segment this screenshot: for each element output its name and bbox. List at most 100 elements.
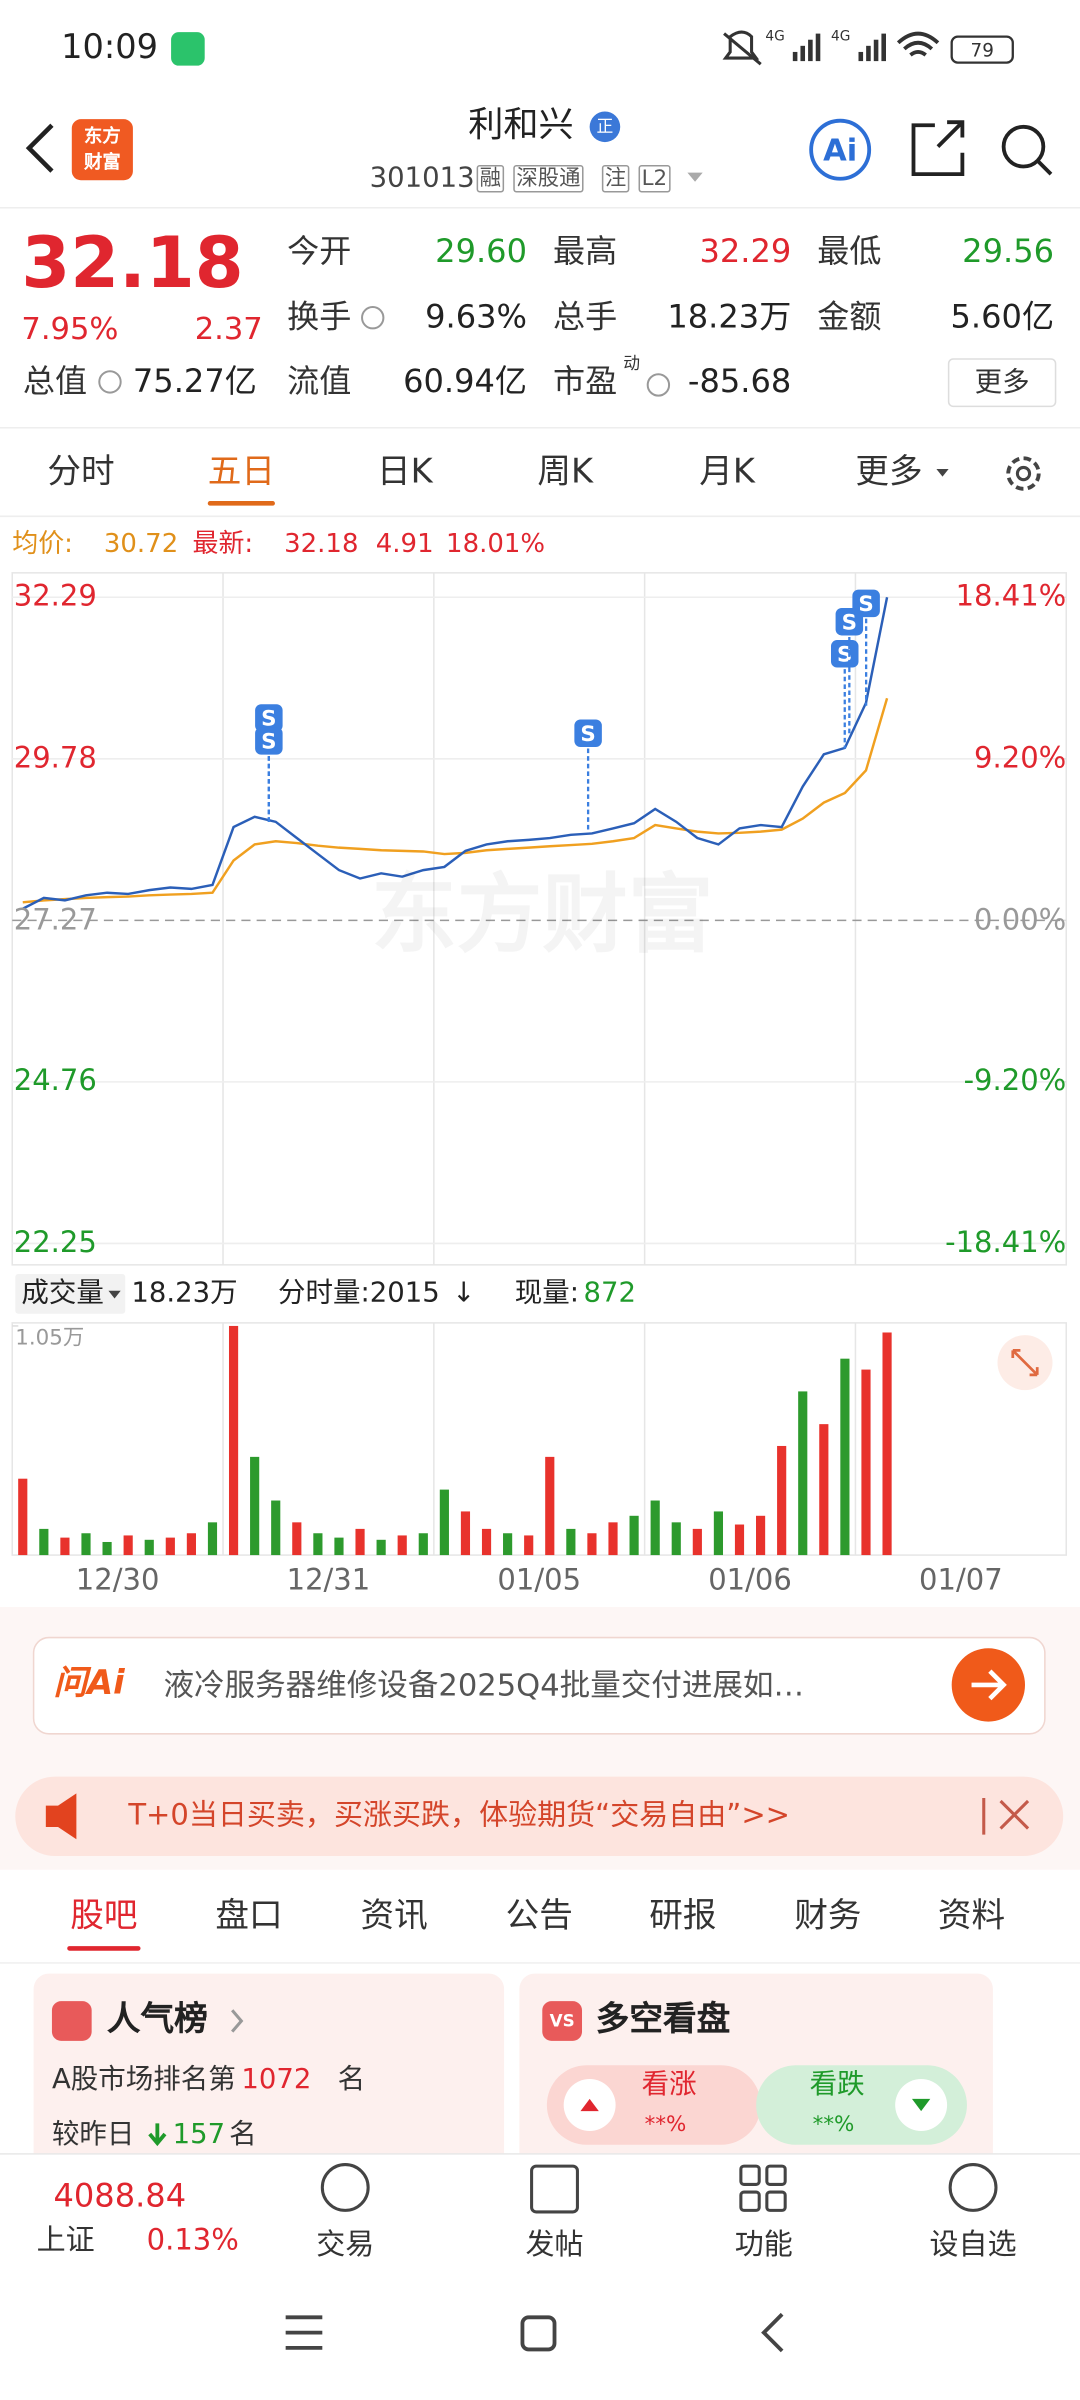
banner[interactable] [15,1776,1064,1857]
y-tick-label: 22.25 [13,1225,97,1260]
change-pct: 7.95% [21,310,119,347]
chart-tab[interactable]: 日K [376,453,433,492]
y2-tick-label: 0.00% [974,902,1067,937]
close-button[interactable] [982,1797,1030,1835]
volume-bar [397,1535,407,1556]
volume-arrow: ↓ [452,1277,476,1310]
index-change: 0.13% [146,2223,239,2257]
field-label: 流值 [287,362,352,400]
ai-button[interactable] [809,118,872,181]
nav-bar [0,2271,1080,2400]
sub-tab[interactable]: 公告 [505,1897,573,1936]
signal-label: S [858,592,873,617]
up-arrow [580,2098,599,2112]
sub-tab[interactable]: 资料 [937,1897,1006,1936]
settings-button[interactable] [1006,456,1041,491]
chart-tab[interactable]: 五日 [207,453,275,492]
volume-bar [777,1445,787,1556]
chart-tab[interactable]: 分时 [47,453,115,492]
sub-tab[interactable]: 股吧 [70,1897,138,1936]
dropdown-arrow [936,468,949,477]
field-label: 换手 [287,298,352,336]
vs-text: VS [549,2011,575,2031]
price-line [22,597,889,910]
bottom-item[interactable]: 发帖 [525,2227,584,2262]
rank-suffix: 名 [337,2063,366,2096]
more-button-text[interactable]: 更多 [974,366,1030,399]
field-label: 金额 [817,298,882,336]
signal-marker [831,640,859,668]
share-button[interactable] [911,120,965,177]
ask-box[interactable] [32,1636,1046,1735]
tag: 深股通 [513,164,584,193]
battery-icon [950,35,1014,64]
delta-suffix: 名 [229,2118,257,2151]
bottom-item[interactable]: 功能 [734,2227,793,2262]
field-value: 29.60 [435,232,528,270]
search-button[interactable] [1001,124,1046,169]
popularity-card[interactable] [33,1973,505,2173]
volume-bar [819,1424,829,1556]
nav-home[interactable] [520,2315,557,2352]
volume-selector[interactable] [15,1274,126,1314]
bottom-item[interactable]: 设自选 [929,2227,1017,2262]
volume-bar [102,1541,112,1556]
y-tick-label: 29.78 [13,741,97,775]
bear-label[interactable]: 看跌 [809,2068,865,2101]
volume-bar [882,1332,892,1556]
banner-text[interactable]: T+0当日买卖，买涨买跌，体验期货“交易自由”>> [128,1798,790,1833]
bull-pct: **% [644,2112,687,2138]
sub-tab[interactable]: 财务 [794,1897,862,1936]
bottom-item[interactable]: 交易 [316,2227,375,2262]
x-tick-label: 01/07 [919,1563,1003,1598]
volume-bar [313,1533,323,1556]
network: 4G [831,29,851,46]
volume-bar [123,1535,133,1556]
volume-title[interactable]: 成交量 [21,1277,104,1310]
sub-tab[interactable]: 资讯 [360,1897,428,1936]
more-button[interactable] [947,358,1057,408]
ask-text[interactable]: 液冷服务器维修设备2025Q4批量交付进展如… [163,1669,805,1701]
app-icon [171,32,205,66]
volume-bar [861,1369,871,1556]
field-value: 75.27亿 [132,362,257,400]
bull-label[interactable]: 看涨 [641,2068,697,2101]
volume-bar [39,1528,49,1556]
avg-line [22,697,889,904]
signal-label: S [842,610,857,635]
signal-label: S [261,729,276,754]
volume-bar [650,1500,660,1556]
last-value: 32.18 [284,529,359,560]
signal-icon [792,33,886,62]
y2-tick-label: -18.41% [945,1225,1067,1260]
chart-tab[interactable]: 月K [699,453,755,492]
volume-bar [713,1511,724,1556]
nav-menu[interactable] [285,2315,323,2350]
volume-bar [186,1533,196,1556]
field-value: 60.94亿 [403,362,528,400]
volume-frame [11,1322,1068,1556]
volume-bar [334,1537,344,1556]
volume-bar [692,1528,702,1556]
field-value: -85.68 [687,362,792,400]
volume-bar [840,1358,850,1556]
sub-tab[interactable]: 盘口 [215,1897,283,1936]
nav-back[interactable] [761,2312,784,2353]
tab-underline [67,1946,141,1951]
chart-tab[interactable]: 更多 [855,453,923,492]
avg-value: 30.72 [103,529,179,560]
volume-bar [798,1391,808,1556]
last-change-pct: 18.01% [446,529,546,560]
ai-text[interactable]: Ai [823,131,858,169]
sub-tab[interactable]: 研报 [649,1897,717,1936]
chart-tab[interactable]: 周K [537,453,594,492]
rank: 1072 [241,2063,312,2096]
signal-marker [255,727,283,755]
volume-bar [271,1500,281,1556]
y2-tick-label: 9.20% [974,741,1067,775]
volume-bar [81,1533,91,1556]
volume-bar [144,1539,154,1556]
delta-prefix: 较昨日 [51,2118,135,2151]
back-button[interactable] [25,123,54,173]
field-sup: 动 [623,353,641,374]
